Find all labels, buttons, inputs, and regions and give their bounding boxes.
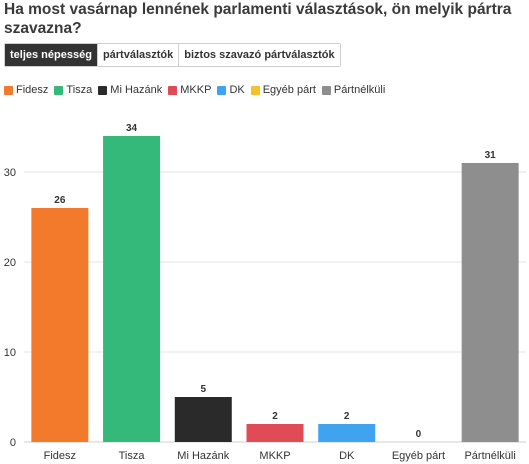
y-tick-label: 20 bbox=[4, 257, 16, 269]
legend-label: Mi Hazánk bbox=[110, 84, 163, 96]
x-tick-label: Tisza bbox=[119, 450, 146, 462]
data-label: 31 bbox=[485, 150, 497, 161]
legend-swatch bbox=[250, 85, 260, 95]
tab-partvalasztok[interactable]: pártválasztók bbox=[97, 44, 180, 66]
legend-swatch bbox=[168, 85, 178, 95]
data-label: 26 bbox=[54, 195, 66, 206]
chart-title: Ha most vasárnap lennének parlamenti vál… bbox=[4, 1, 512, 37]
data-label: 2 bbox=[344, 411, 350, 422]
legend-item[interactable]: Egyéb párt bbox=[250, 84, 316, 96]
chart-legend: Fidesz Tisza Mi Hazánk MKKP DK Egyéb párt Párt… bbox=[4, 84, 391, 96]
y-tick-label: 0 bbox=[10, 437, 16, 449]
x-tick-label: Fidesz bbox=[44, 450, 76, 462]
data-label: 2 bbox=[272, 411, 278, 422]
bar[interactable] bbox=[31, 208, 89, 442]
legend-swatch bbox=[217, 85, 227, 95]
tab-teljes-nepesseg[interactable]: teljes népesség bbox=[5, 44, 98, 66]
legend-label: DK bbox=[229, 84, 245, 96]
legend-label: Egyéb párt bbox=[262, 84, 316, 96]
data-label: 34 bbox=[126, 123, 138, 134]
legend-item[interactable]: Fidesz bbox=[4, 84, 48, 96]
tab-group: teljes népesség pártválasztók biztos sza… bbox=[4, 43, 341, 67]
x-tick-label: Pártnélküli bbox=[464, 450, 515, 462]
data-label: 5 bbox=[201, 384, 207, 395]
legend-item[interactable]: DK bbox=[217, 84, 245, 96]
legend-swatch bbox=[321, 85, 331, 95]
legend-item[interactable]: MKKP bbox=[168, 84, 211, 96]
bar[interactable] bbox=[318, 424, 376, 442]
legend-item[interactable]: Pártnélküli bbox=[321, 84, 386, 96]
bar[interactable] bbox=[461, 163, 519, 442]
bar[interactable] bbox=[103, 136, 161, 442]
data-label: 0 bbox=[416, 429, 422, 440]
legend-item[interactable]: Mi Hazánk bbox=[98, 84, 162, 96]
y-tick-label: 30 bbox=[4, 167, 16, 179]
bar[interactable] bbox=[174, 397, 232, 442]
legend-swatch bbox=[98, 85, 108, 95]
legend-item[interactable]: Tisza bbox=[54, 84, 92, 96]
x-tick-label: DK bbox=[339, 450, 355, 462]
legend-label: Tisza bbox=[66, 84, 93, 96]
legend-swatch bbox=[4, 85, 13, 95]
x-tick-label: Egyéb párt bbox=[392, 450, 445, 462]
x-tick-label: MKKP bbox=[259, 450, 290, 462]
tab-biztos-szavazo-partvalasztok[interactable]: biztos szavazó pártválasztók bbox=[179, 44, 340, 66]
legend-label: Fidesz bbox=[16, 84, 49, 96]
y-tick-label: 10 bbox=[4, 347, 16, 359]
bar[interactable] bbox=[246, 424, 304, 442]
legend-swatch bbox=[54, 85, 64, 95]
x-tick-label: Mi Hazánk bbox=[177, 450, 229, 462]
legend-label: Pártnélküli bbox=[333, 84, 386, 96]
legend-label: MKKP bbox=[180, 84, 212, 96]
